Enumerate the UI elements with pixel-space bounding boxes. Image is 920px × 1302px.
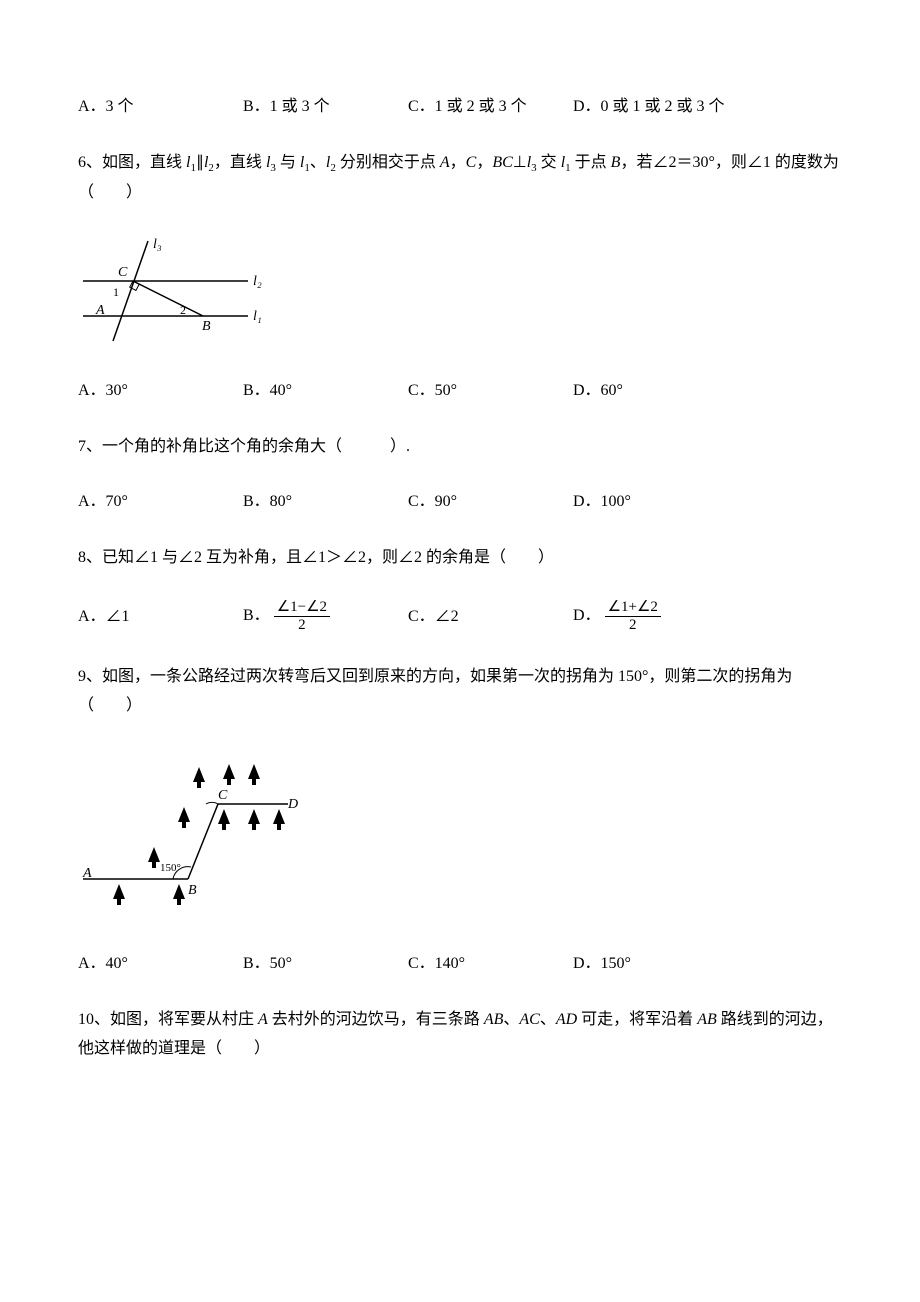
svg-text:2: 2 — [180, 303, 186, 317]
svg-text:l₂: l₂ — [253, 274, 262, 289]
svg-text:A: A — [82, 866, 92, 881]
q8-option-c: C．∠2 — [408, 605, 573, 629]
q8-option-d: D． ∠1+∠2 2 — [573, 600, 738, 633]
q7-stem: 7、一个角的补角比这个角的余角大（ ）. — [78, 433, 842, 462]
q6-stem: 6、如图，直线 l1∥l2，直线 l3 与 l1、l2 分别相交于点 A，C，B… — [78, 149, 842, 208]
svg-text:B: B — [202, 319, 211, 334]
q6-option-d: D．60° — [573, 379, 738, 403]
q10-stem: 10、如图，将军要从村庄 A 去村外的河边饮马，有三条路 AB、AC、AD 可走… — [78, 1006, 842, 1064]
q6-option-a: A．30° — [78, 379, 243, 403]
q7-option-c: C．90° — [408, 490, 573, 514]
svg-text:C: C — [118, 265, 128, 280]
q5-option-b: B．1 或 3 个 — [243, 95, 408, 119]
q7-option-b: B．80° — [243, 490, 408, 514]
fraction-b: ∠1−∠2 2 — [274, 600, 330, 633]
svg-text:l₁: l₁ — [253, 309, 262, 324]
q6-option-b: B．40° — [243, 379, 408, 403]
q9-option-d: D．150° — [573, 952, 738, 976]
q5-options: A．3 个 B．1 或 3 个 C．1 或 2 或 3 个 D．0 或 1 或 … — [78, 95, 842, 119]
q6-options: A．30° B．40° C．50° D．60° — [78, 379, 842, 403]
q9-option-a: A．40° — [78, 952, 243, 976]
q8-option-a: A．∠1 — [78, 605, 243, 629]
svg-text:C: C — [218, 788, 228, 803]
q7-options: A．70° B．80° C．90° D．100° — [78, 490, 842, 514]
q8-stem: 8、已知∠1 与∠2 互为补角，且∠1＞∠2，则∠2 的余角是（ ） — [78, 544, 842, 573]
svg-text:D: D — [287, 797, 298, 812]
q9-figure: A B C D 150° — [78, 749, 842, 927]
q8-option-b: B． ∠1−∠2 2 — [243, 600, 408, 633]
q7-option-d: D．100° — [573, 490, 738, 514]
q9-options: A．40° B．50° C．140° D．150° — [78, 952, 842, 976]
svg-text:B: B — [188, 883, 197, 898]
svg-text:150°: 150° — [160, 862, 181, 874]
q5-option-c: C．1 或 2 或 3 个 — [408, 95, 573, 119]
q9-option-b: B．50° — [243, 952, 408, 976]
tree-icons — [113, 764, 285, 905]
q9-stem: 9、如图，一条公路经过两次转弯后又回到原来的方向，如果第一次的拐角为 150°，… — [78, 663, 842, 721]
q8-options: A．∠1 B． ∠1−∠2 2 C．∠2 D． ∠1+∠2 2 — [78, 600, 842, 633]
svg-text:A: A — [95, 303, 105, 318]
q7-option-a: A．70° — [78, 490, 243, 514]
svg-text:l₃: l₃ — [153, 237, 162, 252]
fraction-d: ∠1+∠2 2 — [605, 600, 661, 633]
q5-option-d: D．0 或 1 或 2 或 3 个 — [573, 95, 725, 119]
q6-option-c: C．50° — [408, 379, 573, 403]
q6-figure: l₃ l₂ l₁ C A B 1 2 — [78, 236, 842, 354]
q9-option-c: C．140° — [408, 952, 573, 976]
svg-text:1: 1 — [113, 285, 119, 299]
q5-option-a: A．3 个 — [78, 95, 243, 119]
